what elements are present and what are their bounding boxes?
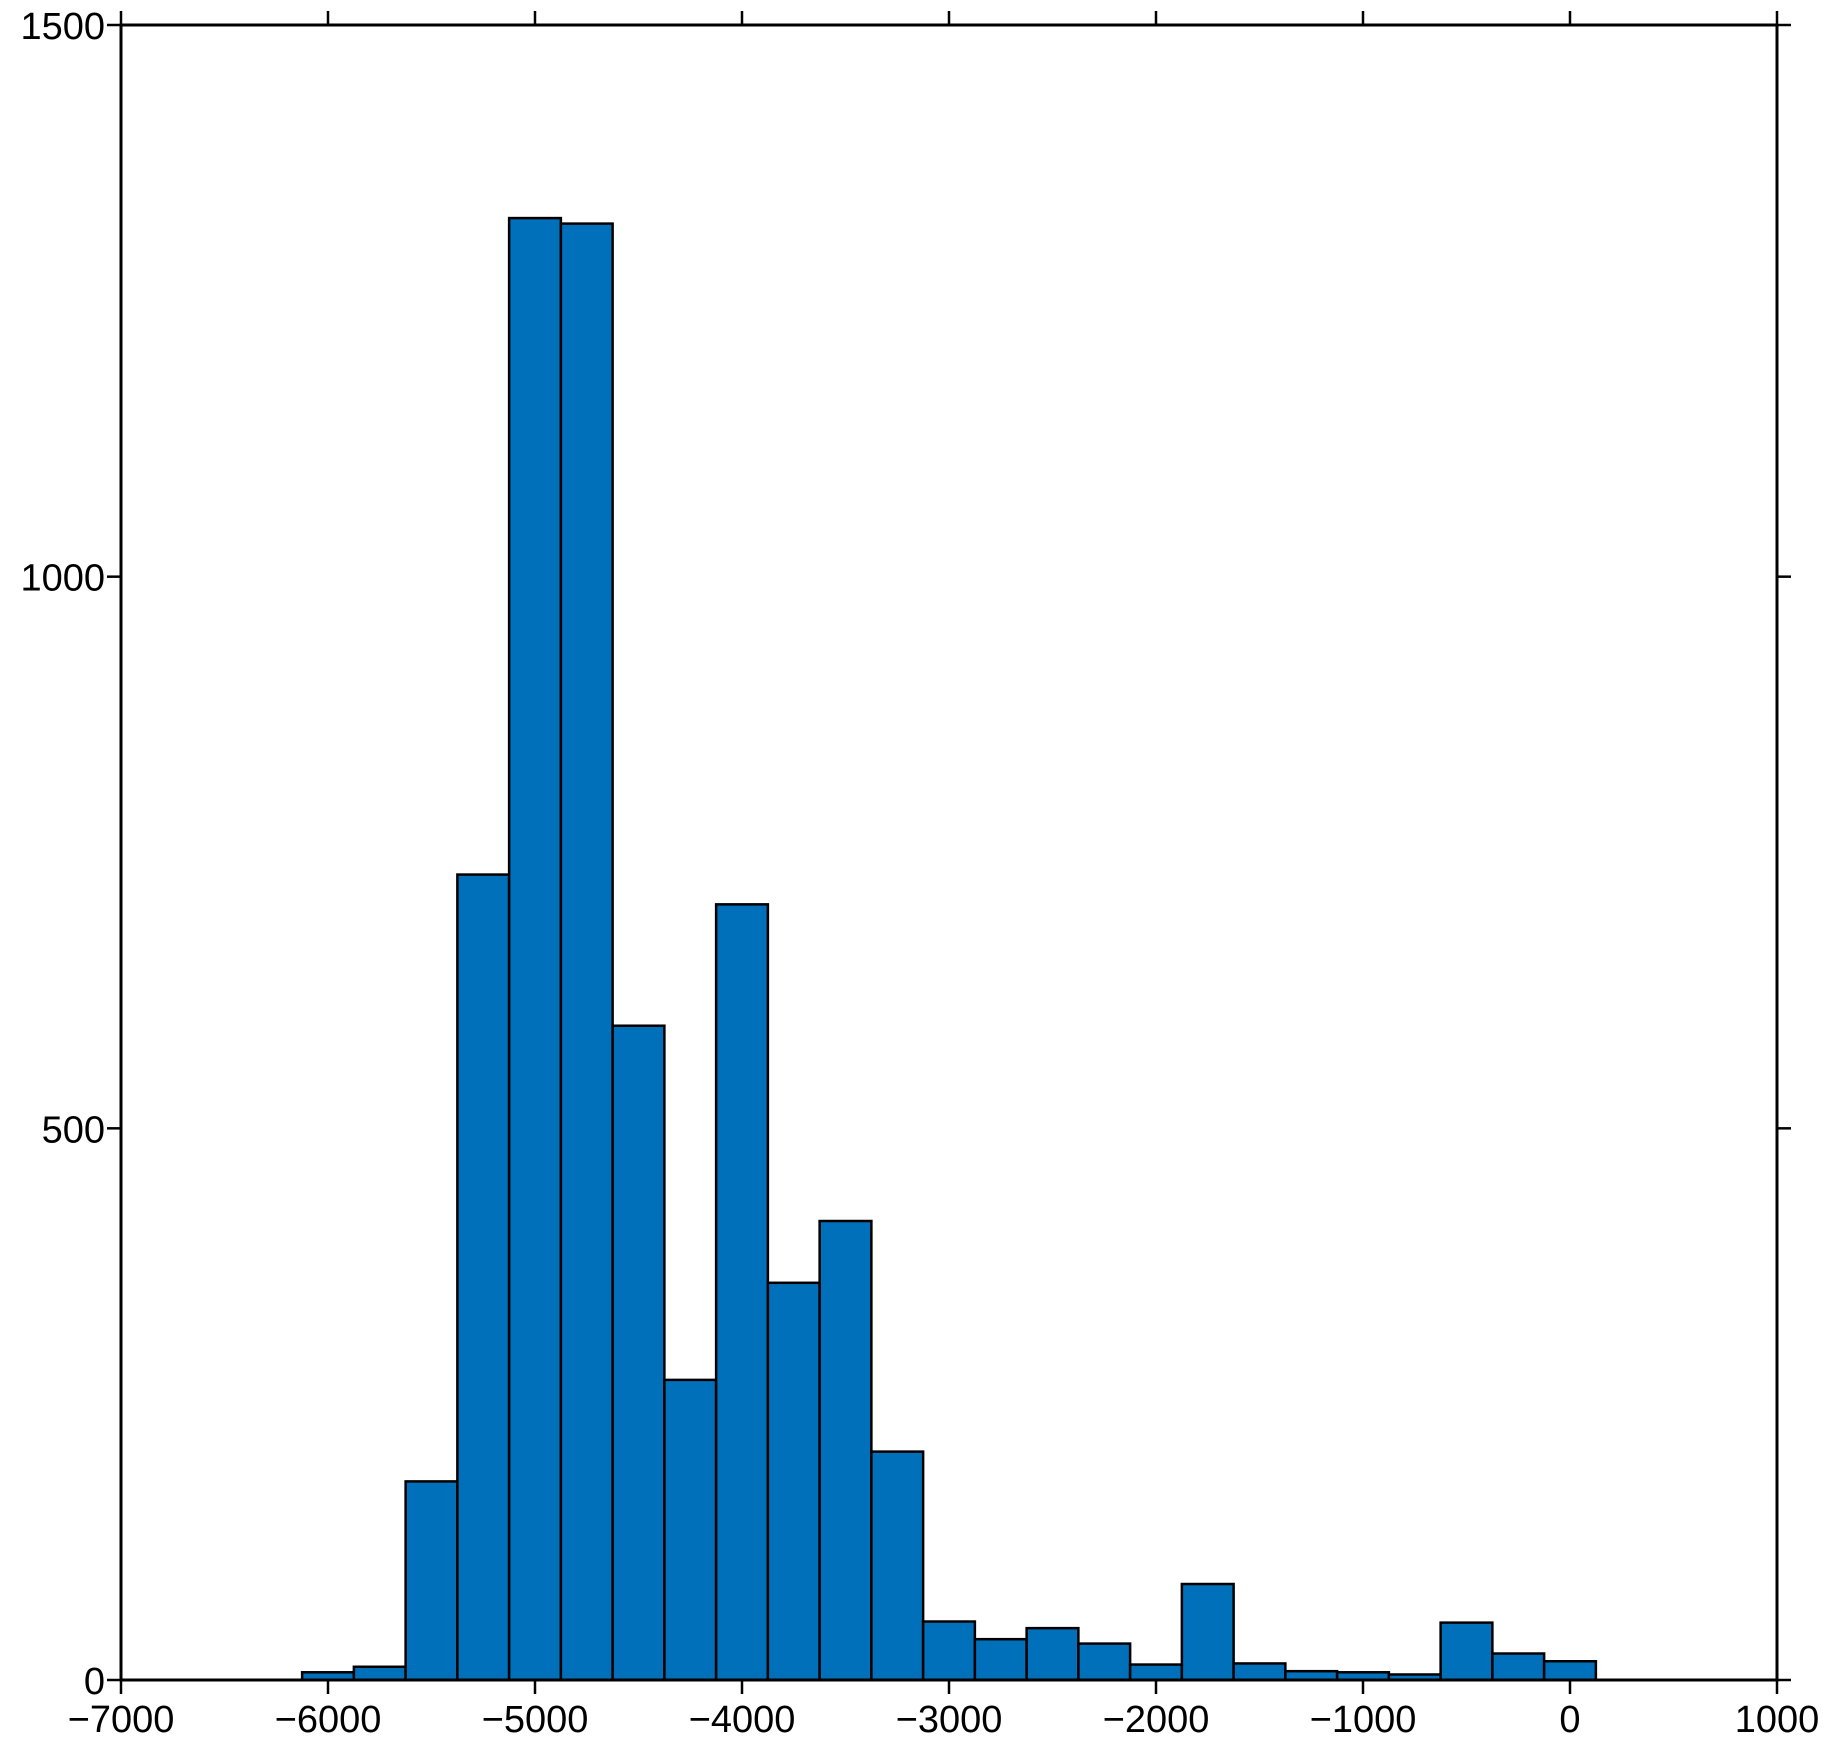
histogram-bar bbox=[1542, 1659, 1598, 1682]
y-tick-label: 500 bbox=[42, 1109, 105, 1151]
x-tick-label: −6000 bbox=[275, 1699, 382, 1741]
histogram-bar bbox=[921, 1620, 977, 1682]
histogram-bar bbox=[456, 873, 511, 1682]
histogram-bar bbox=[611, 1024, 666, 1682]
histogram-bar bbox=[1025, 1626, 1080, 1682]
histogram-bar bbox=[1491, 1652, 1546, 1682]
y-tick-label: 1500 bbox=[20, 6, 105, 48]
histogram-bar bbox=[766, 1281, 821, 1682]
tick-labels-layer: −7000 −6000 −5000 −4000 −3000 −2000 −1000 0 1000… bbox=[20, 6, 1819, 1741]
histogram-bar bbox=[1180, 1582, 1235, 1682]
y-tick-label: 1000 bbox=[20, 558, 105, 600]
x-tick-label: −5000 bbox=[482, 1699, 589, 1741]
bars-layer bbox=[300, 216, 1598, 1682]
histogram-bar bbox=[973, 1637, 1028, 1682]
x-tick-label: −3000 bbox=[896, 1699, 1003, 1741]
histogram-bar bbox=[352, 1665, 407, 1682]
histogram-bar bbox=[559, 222, 614, 1682]
histogram-bar bbox=[1232, 1662, 1287, 1682]
x-tick-label: −7000 bbox=[68, 1699, 175, 1741]
histogram-bar bbox=[714, 903, 770, 1682]
histogram-bar bbox=[1077, 1642, 1132, 1682]
x-tick-label: −2000 bbox=[1103, 1699, 1210, 1741]
x-tick-label: 0 bbox=[1559, 1699, 1580, 1741]
ticks-layer bbox=[107, 11, 1791, 1694]
plot-frame bbox=[119, 23, 1779, 1682]
x-tick-label: −4000 bbox=[689, 1699, 796, 1741]
histogram-bar bbox=[1128, 1663, 1184, 1682]
histogram-bar bbox=[1439, 1621, 1494, 1682]
histogram-bar bbox=[404, 1480, 459, 1682]
histogram-bar bbox=[818, 1219, 873, 1682]
histogram-bar bbox=[663, 1378, 718, 1682]
histogram-bar bbox=[870, 1450, 925, 1682]
x-tick-label: −1000 bbox=[1310, 1699, 1417, 1741]
x-tick-label: 1000 bbox=[1735, 1699, 1820, 1741]
histogram-bar bbox=[507, 216, 563, 1682]
y-tick-label: 0 bbox=[84, 1661, 105, 1703]
